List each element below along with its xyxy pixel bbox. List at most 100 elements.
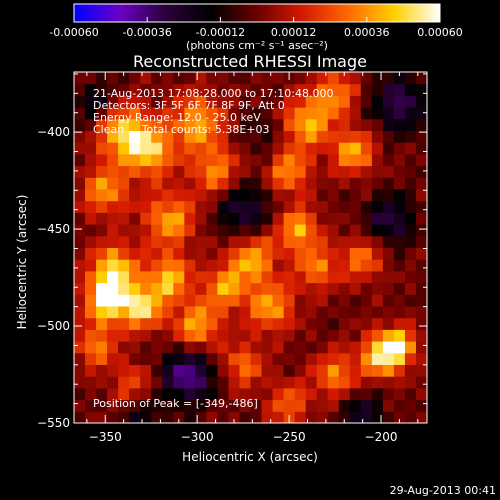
heatmap-cell (305, 306, 318, 319)
heatmap-cell (96, 247, 108, 260)
heatmap-cell (107, 130, 119, 143)
heatmap-cell (184, 235, 196, 248)
heatmap-cell (305, 130, 318, 143)
heatmap-cell (217, 317, 229, 330)
heatmap-cell (239, 364, 251, 377)
heatmap-cell (404, 282, 417, 295)
heatmap-cell (272, 189, 285, 202)
heatmap-cell (283, 107, 296, 120)
heatmap-cell (382, 259, 395, 272)
heatmap-cell (74, 387, 86, 401)
heatmap-cell (316, 107, 329, 120)
heatmap-cell (415, 387, 427, 401)
heatmap-cell (316, 329, 329, 342)
heatmap-cell (217, 364, 229, 377)
heatmap-cell (382, 306, 395, 319)
heatmap-cell (239, 317, 251, 330)
heatmap-cell (349, 107, 362, 120)
heatmap-cell (107, 376, 119, 389)
heatmap-cell (85, 177, 97, 190)
heatmap-cell (217, 107, 229, 120)
heatmap-cell (283, 387, 296, 401)
heatmap-cell (415, 411, 427, 423)
heatmap-cell (239, 224, 251, 237)
heatmap-cell (316, 200, 329, 213)
heatmap-cell (415, 270, 427, 284)
heatmap-cell (74, 411, 86, 423)
heatmap-cell (129, 352, 141, 365)
heatmap-cell (184, 142, 196, 155)
heatmap-cell (162, 329, 174, 342)
heatmap-cell (107, 364, 119, 377)
heatmap-cell (217, 294, 229, 307)
heatmap-cell (129, 224, 141, 237)
heatmap-cell (129, 270, 141, 284)
heatmap-cell (305, 247, 318, 260)
heatmap-cell (96, 130, 108, 143)
heatmap-cell (228, 72, 240, 85)
heatmap-cell (250, 72, 263, 85)
colorbar-tick-label: -0.00012 (196, 26, 245, 39)
heatmap-cell (404, 399, 417, 412)
heatmap-cell (85, 306, 97, 319)
heatmap-cell (316, 387, 329, 401)
heatmap-cell (107, 142, 119, 155)
heatmap-cell (393, 270, 406, 284)
heatmap-cell (129, 306, 141, 319)
heatmap-cell (327, 352, 340, 365)
heatmap-cell (206, 165, 218, 178)
heatmap-cell (118, 259, 130, 272)
heatmap-cell (206, 364, 218, 377)
heatmap-cell (228, 235, 240, 248)
heatmap-cell (206, 72, 218, 85)
heatmap-cell (107, 200, 119, 213)
colorbar: -0.00060 -0.00036 -0.00012 0.00012 0.00036 0.… (49, 3, 463, 52)
heatmap-cell (140, 376, 152, 389)
heatmap-cell (294, 189, 307, 202)
heatmap-cell (239, 118, 251, 131)
heatmap-cell (261, 399, 274, 412)
heatmap-cell (382, 212, 395, 225)
heatmap-cell (162, 153, 174, 167)
heatmap-cell (261, 259, 274, 272)
heatmap-cell (305, 212, 318, 225)
heatmap-cell (393, 165, 406, 178)
heatmap-cell (316, 142, 329, 155)
heatmap-cell (140, 387, 152, 401)
heatmap-cell (195, 411, 207, 423)
heatmap-cell (184, 282, 196, 295)
heatmap-cell (151, 142, 163, 155)
heatmap-cell (96, 224, 108, 237)
heatmap-cell (118, 399, 130, 412)
heatmap-cell (107, 212, 119, 225)
heatmap-cell (206, 341, 218, 354)
heatmap-cell (415, 165, 427, 178)
heatmap-cell (349, 317, 362, 330)
heatmap-cell (360, 83, 373, 96)
heatmap-cell (151, 399, 163, 412)
heatmap-cell (228, 270, 240, 284)
heatmap-cell (371, 235, 384, 248)
heatmap-cell (294, 259, 307, 272)
heatmap-cell (272, 165, 285, 178)
heatmap-cell (85, 341, 97, 354)
heatmap-cell (107, 165, 119, 178)
heatmap-cell (371, 200, 384, 213)
heatmap-cell (404, 224, 417, 237)
heatmap-cell (217, 329, 229, 342)
heatmap-cell (173, 224, 185, 237)
heatmap-cell (118, 352, 130, 365)
heatmap-cell (228, 399, 240, 412)
heatmap-cell (404, 95, 417, 108)
heatmap-cell (74, 95, 86, 108)
heatmap-cell (349, 83, 362, 96)
heatmap-cell (316, 118, 329, 131)
heatmap-cell (239, 294, 251, 307)
heatmap-cell (118, 107, 130, 120)
heatmap-cell (74, 189, 86, 202)
heatmap-cell (107, 341, 119, 354)
heatmap-cell (173, 165, 185, 178)
heatmap-cell (294, 200, 307, 213)
heatmap-cell (283, 270, 296, 284)
heatmap-cell (173, 364, 185, 377)
